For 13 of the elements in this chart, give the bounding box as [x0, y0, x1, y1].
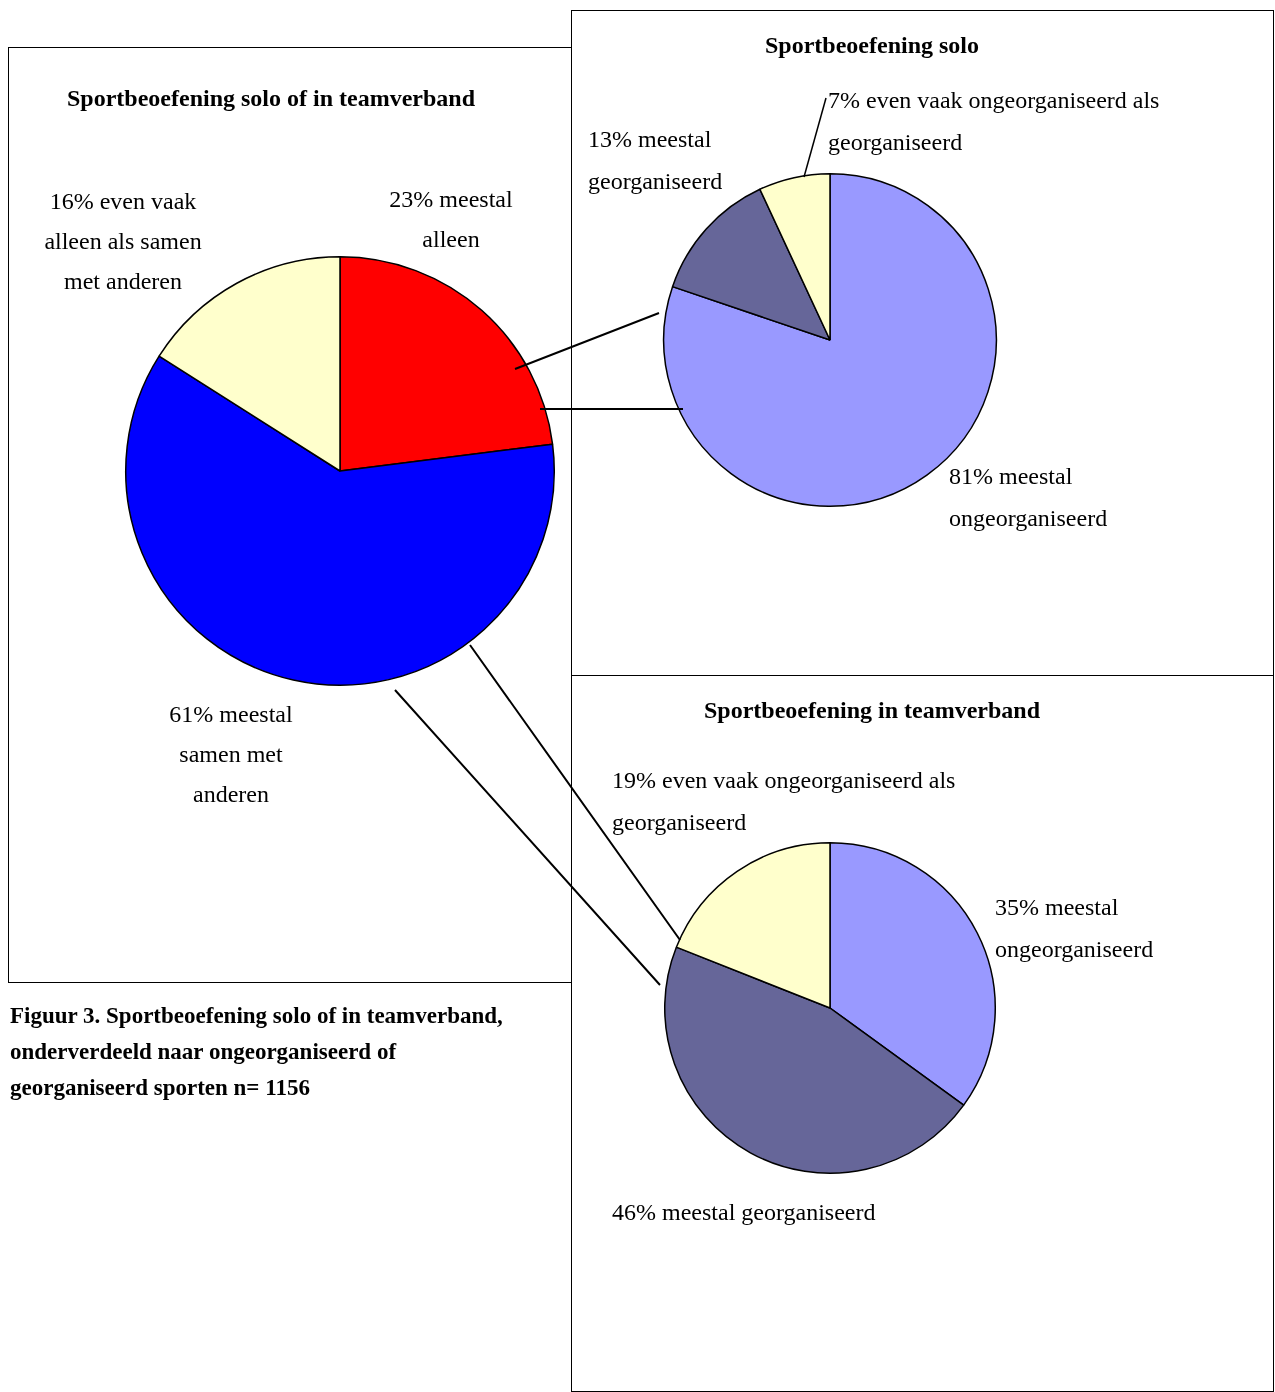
slice-label: 7% even vaak ongeorganiseerd als georganiseerd: [828, 87, 1160, 156]
slice-label: 61% meestal samen met anderen: [169, 701, 293, 808]
slice-label: 23% meestal alleen: [389, 186, 513, 253]
slice-label: 19% even vaak ongeorganiseerd als georganiseerd: [612, 767, 956, 836]
slice-label: 16% even vaak alleen als samen met anderen: [44, 188, 202, 295]
text: Figuur 3. Sportbeoefening solo of in teamverband, onderverdeeld naar ongeorganiseerd of georganiseerd sporten n= 1156: [10, 1002, 504, 1102]
slice-label: 13% meestal georganiseerd: [588, 126, 723, 195]
chart-title: Sportbeoefening solo of in teamverband: [67, 85, 476, 112]
chart-title: Sportbeoefening in teamverband: [704, 697, 1041, 724]
slice-label: 81% meestal ongeorganiseerd: [949, 463, 1108, 532]
slice-label: 35% meestal ongeorganiseerd: [995, 894, 1154, 963]
slice-label: 46% meestal georganiseerd: [612, 1199, 876, 1226]
chart-title: Sportbeoefening solo: [764, 32, 980, 59]
